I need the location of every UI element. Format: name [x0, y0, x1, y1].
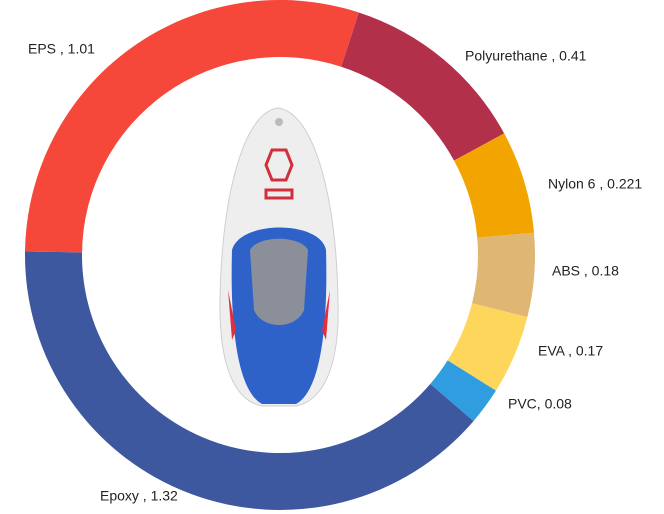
segment-label: EVA , 0.17: [538, 343, 603, 359]
donut-segment: [472, 232, 535, 318]
segment-label: Polyurethane , 0.41: [465, 48, 587, 64]
donut-segment: [24, 251, 474, 511]
donut-segment: [430, 360, 496, 422]
donut-segment: [454, 133, 535, 238]
segment-label: ABS , 0.18: [552, 263, 619, 279]
donut-segment: [447, 303, 528, 391]
donut-segment: [25, 0, 359, 253]
segment-label: Nylon 6 , 0.221: [548, 176, 642, 192]
board-image: [219, 107, 339, 407]
donut-segment: [341, 12, 505, 161]
segment-label: EPS , 1.01: [28, 41, 95, 57]
segment-label: Epoxy , 1.32: [100, 488, 178, 504]
segment-label: PVC, 0.08: [508, 396, 572, 412]
